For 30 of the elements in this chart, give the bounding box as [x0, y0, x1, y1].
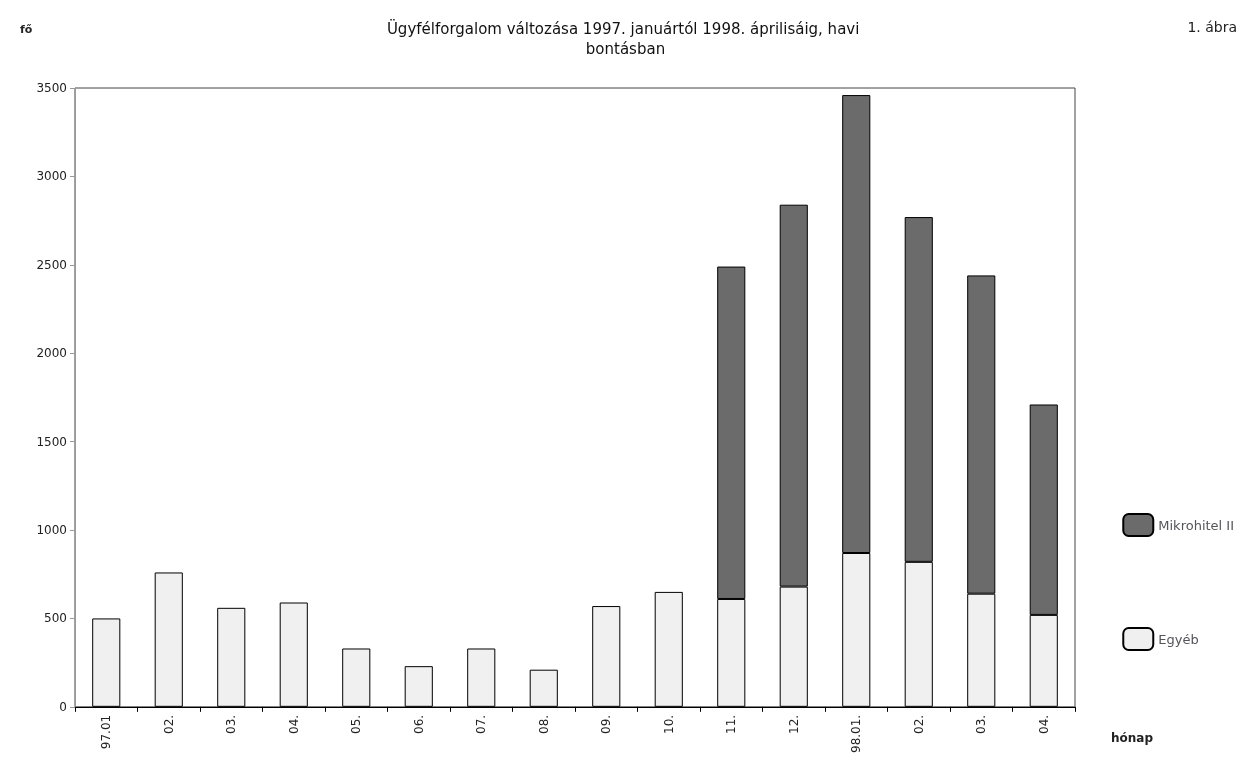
x-tick-label: 03. — [224, 714, 239, 734]
x-tick-label: 04. — [286, 714, 301, 734]
y-tick-label: 3000 — [36, 169, 67, 184]
x-tick-label: 02. — [911, 714, 926, 734]
x-tick-label: 08. — [536, 714, 551, 734]
y-tick-label: 1500 — [36, 434, 67, 449]
chart-title: Ügyfélforgalom változása 1997. januártól 1998. áprilisáig, havi bontásban — [386, 19, 865, 58]
y-tick-label: 2000 — [36, 346, 67, 361]
x-tick-label: 97.01 — [99, 714, 114, 750]
x-axis-title: hónap — [1110, 731, 1154, 745]
text: 1. ábra — [1187, 19, 1237, 35]
x-tick-label: 05. — [349, 714, 364, 734]
y-axis-title: fő — [20, 23, 33, 36]
legend-label: Egyéb — [1158, 631, 1199, 647]
y-tick-label: 1000 — [36, 523, 67, 538]
x-tick-label: 10. — [661, 714, 676, 734]
x-tick-label: 06. — [411, 714, 426, 734]
x-tick-label: 09. — [599, 714, 614, 734]
y-tick-label: 0 — [59, 699, 67, 714]
y-tick-label: 2500 — [36, 257, 67, 272]
x-tick-label: 04. — [1036, 714, 1051, 734]
y-tick-label: 500 — [44, 611, 67, 626]
x-tick-label: 07. — [474, 714, 489, 734]
x-tick-label: 11. — [724, 714, 739, 734]
x-tick-label: 12. — [786, 714, 801, 734]
x-tick-label: 03. — [974, 714, 989, 734]
y-tick-label: 3500 — [36, 81, 67, 95]
x-tick-label: 98.01. — [849, 714, 864, 753]
legend-label: Mikrohitel II — [1158, 517, 1235, 533]
x-tick-label: 02. — [161, 714, 176, 734]
